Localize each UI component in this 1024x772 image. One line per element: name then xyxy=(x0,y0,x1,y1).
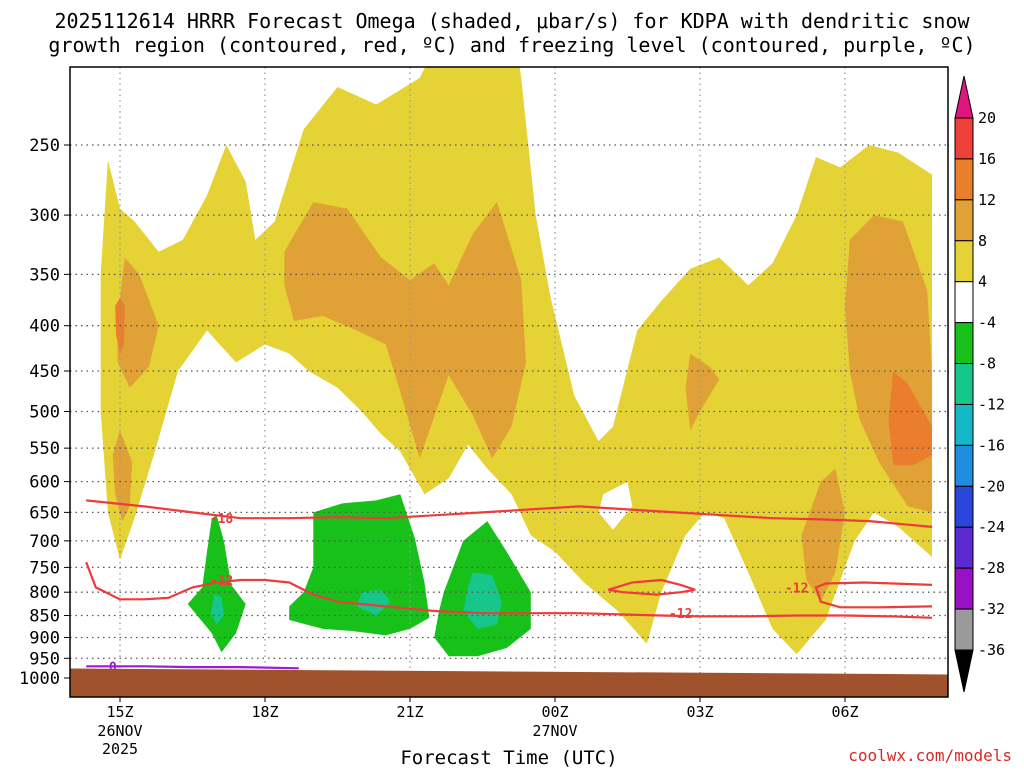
dgz-contour-2 xyxy=(607,578,696,596)
dgz-contour-0 xyxy=(86,499,933,528)
omega-shaded-region-14 xyxy=(463,572,502,629)
x-tick-label: 21Z xyxy=(396,703,423,721)
x-axis-label: Forecast Time (UTC) xyxy=(400,747,617,768)
credit-label: coolwx.com/models xyxy=(848,746,1012,765)
y-tick-label: 650 xyxy=(29,503,60,523)
colorbar-bin xyxy=(954,485,974,528)
y-tick-label: 900 xyxy=(29,628,60,648)
colorbar-bottom-arrow xyxy=(954,649,974,693)
omega-shaded-region-5 xyxy=(801,468,845,602)
colorbar-label: -16 xyxy=(978,436,1005,454)
colorbar-bin xyxy=(954,526,974,569)
colorbar-label: 20 xyxy=(978,109,996,127)
colorbar-label: -20 xyxy=(978,477,1005,495)
colorbar-bin xyxy=(954,322,974,365)
y-tick-label: 500 xyxy=(29,403,60,423)
x-tick-label: 06Z xyxy=(831,703,858,721)
colorbar-label: 12 xyxy=(978,191,996,209)
omega-shaded-region-12 xyxy=(210,594,224,625)
plot-content: -18 -12 -12 -12 0 xyxy=(70,67,948,697)
colorbar-label: -36 xyxy=(978,641,1005,659)
chart-title-line-2: growth region (contoured, red, ºC) and f… xyxy=(48,33,975,57)
dgz-contour-label-3: -12 xyxy=(785,581,808,596)
terrain-ground xyxy=(70,668,948,697)
omega-shaded-region-10 xyxy=(289,494,430,636)
y-tick-label: 1000 xyxy=(19,669,60,689)
colorbar-label: 8 xyxy=(978,232,987,250)
colorbar-bin xyxy=(954,240,974,283)
colorbar-bin xyxy=(954,158,974,201)
y-tick-label: 850 xyxy=(29,607,60,627)
colorbar-top-arrow xyxy=(954,75,974,119)
colorbar-label: -32 xyxy=(978,600,1005,618)
omega-shaded-region-2 xyxy=(112,430,133,522)
y-tick-label: 450 xyxy=(29,362,60,382)
omega-shaded-region-4 xyxy=(685,353,720,431)
colorbar-bin xyxy=(954,117,974,160)
y-tick-label: 950 xyxy=(29,649,60,669)
dgz-contour-3 xyxy=(814,581,933,609)
colorbar-label: -12 xyxy=(978,395,1005,413)
dgz-contour-1 xyxy=(85,561,933,619)
x-tick-date-label: 26NOV xyxy=(97,722,142,740)
colorbar-bin xyxy=(954,567,974,610)
x-tick-label: 03Z xyxy=(686,703,713,721)
plot-frame xyxy=(69,66,949,698)
x-tick-label: 15Z xyxy=(106,703,133,721)
omega-shaded-region-9 xyxy=(187,515,246,653)
y-tick-label: 250 xyxy=(29,136,60,156)
colorbar: 20 16 12 8 4 -4 -8 -12 -16 -20 -24 -28 -32 -36 xyxy=(954,75,1005,693)
dgz-contour-label-1: -12 xyxy=(210,574,233,589)
y-tick-label: 400 xyxy=(29,317,60,337)
omega-shaded-region-8 xyxy=(888,371,932,466)
y-tick-label: 350 xyxy=(29,265,60,285)
colorbar-label: -8 xyxy=(978,355,996,373)
chart-title-line-1: 2025112614 HRRR Forecast Omega (shaded, … xyxy=(54,9,970,33)
freezing-level-label-0: 0 xyxy=(109,660,117,675)
colorbar-bin xyxy=(954,608,974,651)
omega-shaded-region-3 xyxy=(284,202,526,459)
y-axis-labels: 2503003504004505005506006507007508008509… xyxy=(19,136,70,689)
y-tick-label: 800 xyxy=(29,583,60,603)
colorbar-bin xyxy=(954,444,974,487)
colorbar-label: -28 xyxy=(978,559,1005,577)
colorbar-bin xyxy=(954,199,974,242)
x-tick-label: 18Z xyxy=(251,703,278,721)
colorbar-label: -24 xyxy=(978,518,1005,536)
y-tick-label: 750 xyxy=(29,558,60,578)
grid xyxy=(70,67,948,697)
dgz-contour-label-0: -18 xyxy=(210,512,234,527)
colorbar-bin xyxy=(954,403,974,446)
y-tick-label: 550 xyxy=(29,439,60,459)
colorbar-label: -4 xyxy=(978,314,996,332)
colorbar-bin xyxy=(954,363,974,405)
x-tick-year-label: 2025 xyxy=(102,740,138,758)
x-tick-date-label: 27NOV xyxy=(532,722,577,740)
y-tick-label: 600 xyxy=(29,473,60,493)
colorbar-label: 4 xyxy=(978,273,987,291)
x-tick-label: 00Z xyxy=(541,703,568,721)
colorbar-label: 16 xyxy=(978,150,996,168)
omega-shaded-region-13 xyxy=(356,589,391,616)
colorbar-bin xyxy=(954,281,974,324)
dgz-contour-label-2: -12 xyxy=(669,607,692,622)
y-tick-label: 700 xyxy=(29,532,60,552)
freezing-level-contour-0 xyxy=(86,665,299,670)
omega-shaded-region-1 xyxy=(117,257,159,388)
y-tick-label: 300 xyxy=(29,206,60,226)
omega-shaded-region-15 xyxy=(598,481,633,530)
